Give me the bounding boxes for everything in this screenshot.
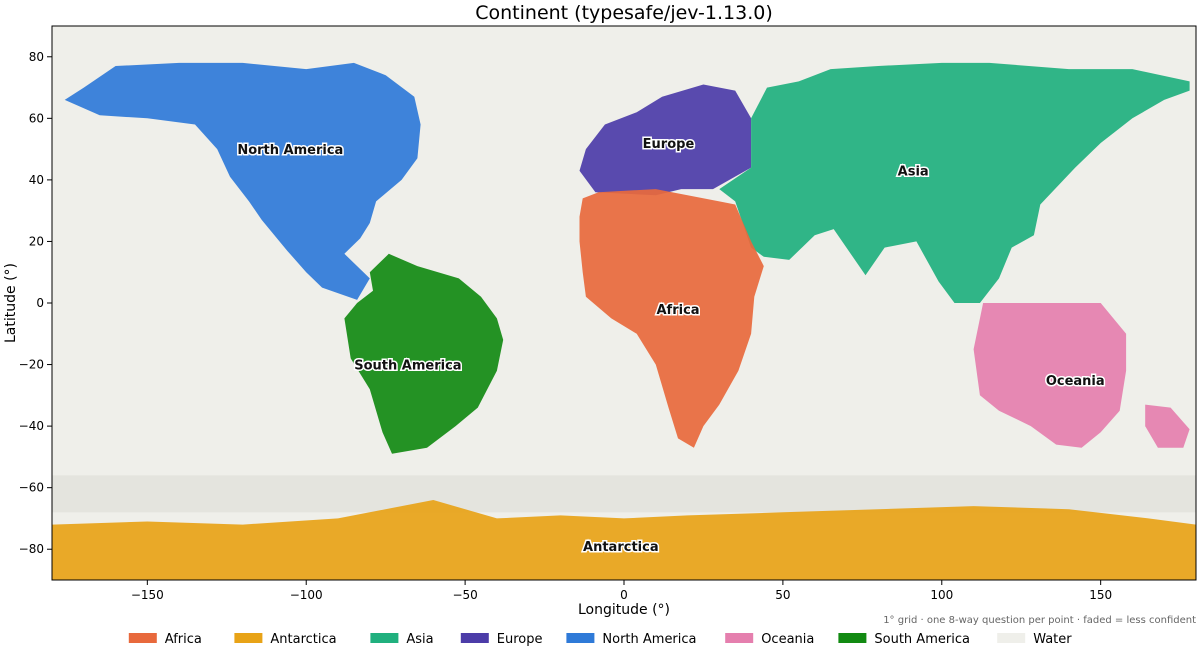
legend-item-asia: Asia [370, 632, 434, 647]
legend-swatch [838, 633, 867, 643]
x-tick-label: −50 [452, 588, 477, 602]
x-tick-label: −150 [131, 588, 164, 602]
region-asia-2 [719, 62, 1190, 304]
region-label-asia: Asia [898, 165, 929, 180]
region-europe-1 [579, 84, 752, 196]
region-south-america-4 [344, 253, 504, 454]
y-tick-label: 80 [29, 50, 44, 64]
x-tick-label: 0 [620, 588, 628, 602]
y-tick-label: 20 [29, 234, 44, 248]
region-label-north-america: North America [237, 143, 343, 158]
legend-swatch [460, 633, 489, 643]
legend: Africa Antarctica Asia Europe North America O… [128, 632, 1072, 647]
y-tick-label: 60 [29, 111, 44, 125]
legend-item-antarctica: Antarctica [234, 632, 337, 647]
x-tick-label: 150 [1089, 588, 1112, 602]
region-oceania-6 [1145, 404, 1190, 448]
y-tick-label: −40 [19, 419, 44, 433]
region-label-south-america: South America [354, 359, 461, 374]
legend-swatch [370, 633, 399, 643]
legend-label: Africa [165, 632, 202, 647]
legend-label: Oceania [761, 632, 814, 647]
legend-item-africa: Africa [128, 632, 202, 647]
legend-label: Asia [406, 632, 433, 647]
region-africa-3 [579, 189, 764, 448]
legend-swatch [234, 633, 263, 643]
plot-area: North America Europe Asia Africa South Ameri… [51, 25, 1197, 581]
legend-label: Water [1033, 632, 1072, 647]
legend-label: Europe [497, 632, 543, 647]
x-tick-label: 100 [930, 588, 953, 602]
region-labels: North America Europe Asia Africa South Ameri… [236, 135, 1106, 556]
legend-item-water: Water [997, 632, 1072, 647]
region-antarctica-7 [52, 500, 1196, 580]
legend-item-north-america: North America [566, 632, 697, 647]
legend-label: South America [874, 632, 970, 647]
region-north-america-0 [64, 62, 421, 300]
x-tick-label: −100 [290, 588, 323, 602]
legend-label: North America [602, 632, 696, 647]
y-tick-label: 40 [29, 173, 44, 187]
y-axis-label: Latitude (°) [3, 263, 19, 343]
y-tick-label: −80 [19, 542, 44, 556]
footnote: 1° grid · one 8-way question per point ·… [883, 615, 1196, 626]
y-tick-label: −60 [19, 481, 44, 495]
y-axis: −80 −60 −40 −20 0 20 40 60 80 [19, 50, 52, 556]
region-oceania-5 [973, 303, 1127, 448]
region-label-europe: Europe [643, 137, 695, 152]
y-tick-label: −20 [19, 358, 44, 372]
x-tick-label: 50 [775, 588, 790, 602]
region-label-oceania: Oceania [1046, 374, 1105, 389]
legend-item-europe: Europe [460, 632, 543, 647]
y-tick-label: 0 [36, 296, 44, 310]
legend-label: Antarctica [270, 632, 336, 647]
region-label-antarctica: Antarctica [583, 540, 659, 555]
legend-swatch [566, 633, 595, 643]
x-axis: −150 −100 −50 0 50 100 150 [131, 580, 1112, 602]
map-layer [52, 26, 1196, 580]
x-axis-label: Longitude (°) [578, 602, 670, 618]
legend-swatch [997, 633, 1026, 643]
region-label-africa: Africa [656, 303, 699, 318]
legend-item-south-america: South America [838, 632, 970, 647]
legend-item-oceania: Oceania [725, 632, 814, 647]
uncertain-band [52, 475, 1196, 513]
chart-title: Continent (typesafe/jev-1.13.0) [475, 2, 773, 24]
legend-swatch [725, 633, 754, 643]
legend-swatch [128, 633, 157, 643]
